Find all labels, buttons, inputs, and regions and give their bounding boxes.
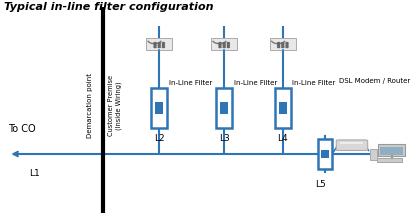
- Bar: [216, 88, 232, 128]
- Bar: [279, 102, 287, 114]
- Text: L3: L3: [219, 134, 230, 143]
- Circle shape: [162, 42, 164, 44]
- Circle shape: [219, 46, 221, 48]
- Circle shape: [158, 46, 160, 48]
- Bar: [220, 102, 228, 114]
- Text: In-Line Filter: In-Line Filter: [169, 80, 212, 86]
- Circle shape: [282, 42, 284, 44]
- Bar: [318, 139, 332, 169]
- Bar: [377, 158, 402, 162]
- Text: Typical in-line filter configuration: Typical in-line filter configuration: [4, 2, 214, 12]
- Bar: [380, 147, 403, 155]
- Circle shape: [154, 44, 156, 46]
- Text: To CO: To CO: [8, 124, 36, 134]
- Circle shape: [227, 46, 230, 48]
- Text: L4: L4: [277, 134, 288, 143]
- Circle shape: [286, 42, 288, 44]
- Circle shape: [282, 44, 284, 46]
- Circle shape: [277, 42, 280, 44]
- Circle shape: [162, 46, 164, 48]
- Circle shape: [223, 42, 225, 44]
- Circle shape: [286, 44, 288, 46]
- Circle shape: [227, 42, 230, 44]
- Text: In-Line Filter: In-Line Filter: [234, 80, 277, 86]
- Bar: [378, 144, 406, 156]
- Circle shape: [154, 46, 156, 48]
- Text: Customer Premise
(Inside Wiring): Customer Premise (Inside Wiring): [109, 75, 122, 136]
- Text: L5: L5: [315, 180, 326, 189]
- Text: In-Line Filter: In-Line Filter: [292, 80, 336, 86]
- Bar: [155, 102, 163, 114]
- Bar: [370, 148, 378, 160]
- Circle shape: [158, 44, 160, 46]
- Circle shape: [154, 42, 156, 44]
- Circle shape: [282, 46, 284, 48]
- Circle shape: [277, 46, 280, 48]
- Circle shape: [223, 44, 225, 46]
- Circle shape: [219, 44, 221, 46]
- Circle shape: [162, 44, 164, 46]
- Text: Demarcation point: Demarcation point: [87, 73, 93, 138]
- Circle shape: [219, 42, 221, 44]
- Text: DSL Modem / Router: DSL Modem / Router: [339, 78, 411, 84]
- FancyBboxPatch shape: [336, 140, 368, 150]
- Text: L2: L2: [154, 134, 165, 143]
- Bar: [321, 150, 328, 158]
- Bar: [146, 38, 172, 50]
- Bar: [151, 88, 167, 128]
- Circle shape: [223, 46, 225, 48]
- Circle shape: [277, 44, 280, 46]
- Circle shape: [227, 44, 230, 46]
- Text: L1: L1: [29, 169, 40, 178]
- Bar: [270, 38, 296, 50]
- Bar: [340, 142, 364, 144]
- Bar: [275, 88, 291, 128]
- Circle shape: [286, 46, 288, 48]
- Bar: [211, 38, 237, 50]
- Circle shape: [158, 42, 160, 44]
